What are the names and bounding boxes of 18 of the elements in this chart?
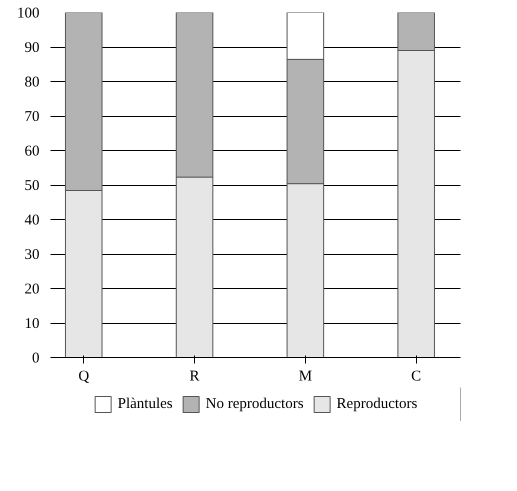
y-tick-label: 50: [24, 178, 40, 194]
legend-label: No reproductors: [206, 396, 304, 412]
y-tick-label: 60: [24, 144, 40, 160]
x-tick-label: R: [190, 368, 200, 384]
y-tick-label: 30: [24, 247, 40, 263]
y-tick-label: 40: [24, 212, 40, 228]
legend-label: Plàntules: [118, 396, 173, 412]
y-tick-label: 20: [24, 282, 40, 298]
legend-label: Reproductors: [336, 396, 418, 412]
x-tick-label: Q: [78, 368, 90, 384]
y-tick-label: 80: [24, 74, 40, 90]
x-tick-label: M: [298, 368, 312, 384]
y-tick-label: 10: [24, 316, 40, 332]
y-tick-label: 0: [32, 350, 40, 366]
x-tick-label: C: [411, 368, 422, 384]
y-tick-label: 70: [24, 109, 40, 125]
y-tick-label: 90: [24, 40, 40, 56]
y-tick-label: 100: [17, 6, 40, 22]
